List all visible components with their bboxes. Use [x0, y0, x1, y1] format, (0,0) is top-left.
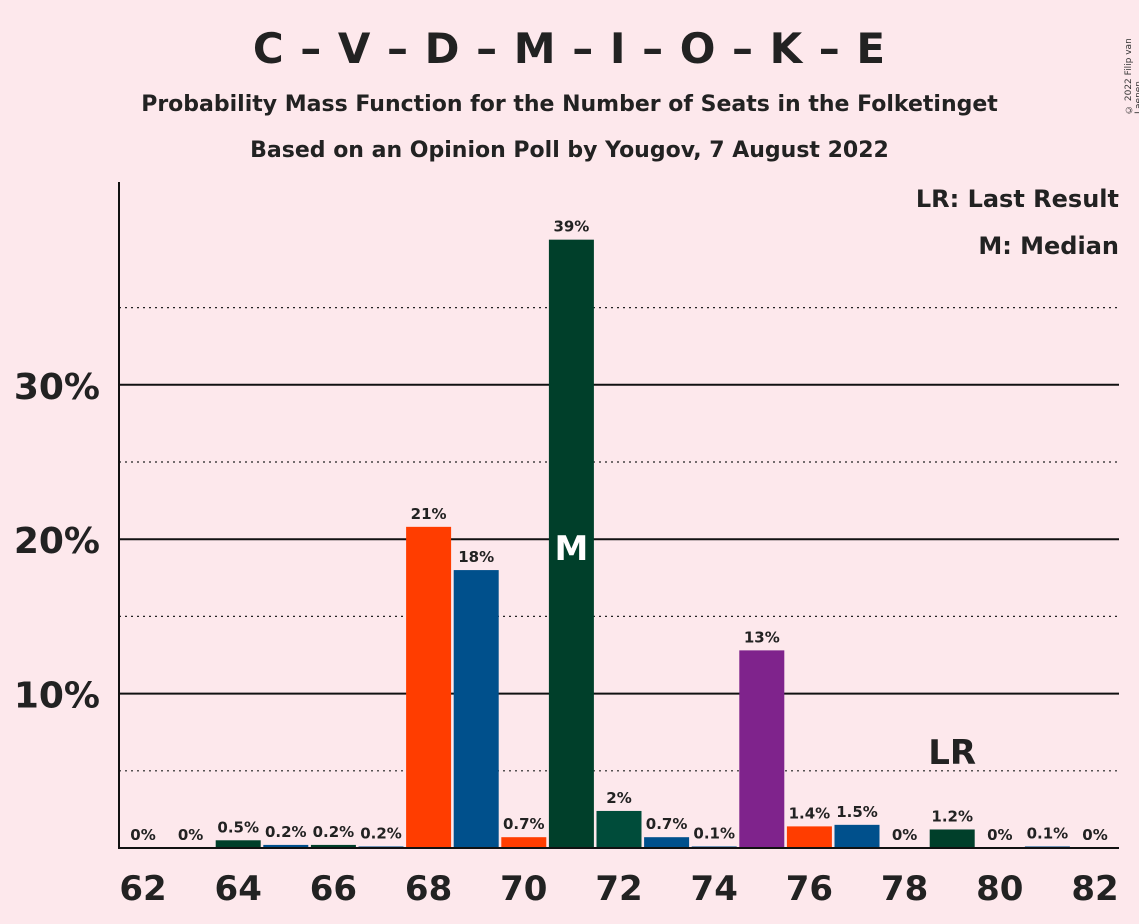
y-tick-label: 10% [14, 676, 100, 717]
y-tick-label: 30% [14, 367, 100, 408]
bar-value-label: 0.2% [313, 823, 355, 841]
bar-value-label: 0.5% [217, 818, 259, 836]
bar-value-label: 1.5% [836, 803, 878, 821]
x-tick-label: 74 [691, 869, 738, 909]
x-tick-label: 72 [595, 869, 642, 909]
median-marker: M [554, 529, 588, 569]
bar-value-label: 13% [744, 628, 780, 646]
x-tick-label: 76 [786, 869, 833, 909]
bar-seats-66 [310, 844, 356, 848]
bar-value-label: 39% [553, 218, 589, 236]
bar-seats-76 [786, 826, 832, 848]
bar-value-label: 0.2% [360, 824, 402, 842]
bar-value-label: 0.1% [1027, 824, 1069, 842]
legend-median: M: Median [978, 232, 1119, 260]
legend-last-result: LR: Last Result [915, 185, 1119, 213]
last-result-marker: LR [928, 733, 976, 773]
bar-seats-71 [548, 239, 594, 848]
bar-value-label: 0% [987, 826, 1012, 844]
bar-value-label: 0% [178, 826, 203, 844]
chart-subtitle: Probability Mass Function for the Number… [141, 92, 998, 117]
bar-seats-70 [501, 837, 547, 848]
x-tick-label: 68 [405, 869, 452, 909]
bar-value-label: 0.2% [265, 823, 307, 841]
bar-seats-68 [406, 526, 452, 848]
bar-value-label: 0.7% [646, 815, 688, 833]
bar-seats-64 [215, 840, 261, 848]
bar-value-label: 18% [458, 548, 494, 566]
bar-seats-77 [834, 824, 880, 848]
bar-value-label: 0% [892, 826, 917, 844]
bar-value-label: 1.2% [931, 807, 973, 825]
bar-value-label: 21% [411, 505, 447, 523]
x-tick-label: 62 [119, 869, 166, 909]
bar-seats-72 [596, 810, 642, 848]
bar-seats-79 [929, 829, 975, 848]
bar-value-label: 0.1% [693, 824, 735, 842]
chart-subtitle-source: Based on an Opinion Poll by Yougov, 7 Au… [250, 138, 889, 163]
x-tick-label: 66 [310, 869, 357, 909]
bar-seats-65 [263, 844, 309, 848]
x-tick-label: 70 [500, 869, 547, 909]
bar-value-label: 0% [1082, 826, 1107, 844]
x-tick-label: 80 [976, 869, 1023, 909]
bar-seats-75 [739, 650, 785, 848]
bar-seats-69 [453, 570, 499, 848]
x-tick-label: 78 [881, 869, 928, 909]
chart-title: C – V – D – M – I – O – K – E [252, 24, 887, 73]
bar-value-label: 1.4% [789, 804, 831, 822]
bar-value-label: 2% [606, 789, 631, 807]
y-tick-label: 20% [14, 521, 100, 562]
bar-seats-73 [644, 837, 690, 848]
x-tick-label: 82 [1071, 869, 1118, 909]
x-tick-label: 64 [215, 869, 262, 909]
bar-value-label: 0% [130, 826, 155, 844]
bar-value-label: 0.7% [503, 815, 545, 833]
